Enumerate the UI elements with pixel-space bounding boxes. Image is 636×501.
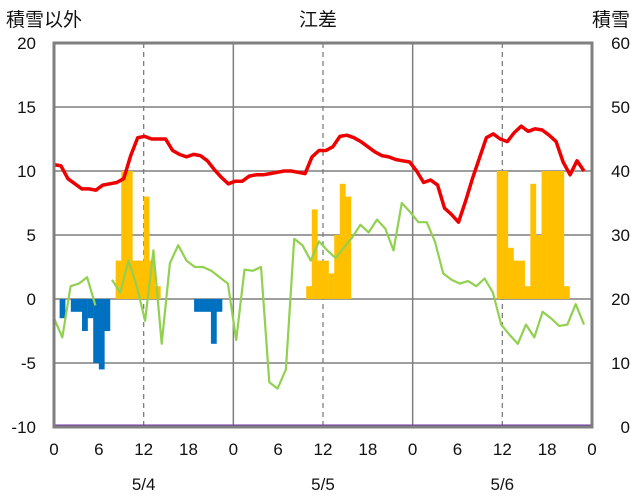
grid — [54, 42, 592, 428]
y-right-tick-label: 40 — [611, 162, 630, 181]
neg-bar-27 — [205, 299, 212, 312]
precip-bar-52 — [345, 196, 352, 299]
ylabel-left: 積雪以外 — [6, 9, 82, 31]
precip-bar-80 — [502, 171, 509, 299]
day-label: 5/5 — [311, 475, 335, 494]
precip-bar-89 — [552, 171, 559, 299]
precip-bar-47 — [317, 260, 324, 299]
x-tick-label: 18 — [179, 440, 198, 459]
precip-bar-45 — [306, 286, 312, 299]
precip-bar-12 — [121, 171, 128, 299]
precip-bar-91 — [563, 286, 570, 299]
neg-bar-25 — [194, 299, 200, 312]
precip-bar-88 — [547, 171, 553, 299]
day-label: 5/4 — [132, 475, 156, 494]
plot-border — [52, 41, 594, 429]
precip-bar-84 — [524, 286, 531, 299]
x-tick-label: 0 — [587, 440, 596, 459]
precip-bar-50 — [334, 235, 341, 299]
precip-bar-51 — [339, 183, 346, 299]
precip-bar-85 — [530, 183, 537, 299]
precip-bar-82 — [513, 260, 520, 299]
y-right-tick-label: 60 — [611, 34, 630, 53]
neg-bar-6 — [87, 299, 94, 319]
y-left-tick-label: -10 — [11, 418, 36, 437]
x-tick-label: 6 — [453, 440, 462, 459]
precip-bar-11 — [115, 260, 122, 299]
y-left-tick-label: 5 — [27, 226, 36, 245]
y-right-tick-label: 30 — [611, 226, 630, 245]
precip-bar-81 — [507, 247, 514, 299]
precip-bar-87 — [541, 171, 548, 299]
neg-bar-8 — [98, 299, 105, 370]
precip-bar-46 — [311, 209, 318, 299]
x-tick-label: 6 — [273, 440, 282, 459]
x-tick-label: 0 — [49, 440, 58, 459]
x-tick-label: 18 — [358, 440, 377, 459]
y-left-tick-label: -5 — [21, 354, 36, 373]
y-left-tick-label: 0 — [27, 290, 36, 309]
chart-title: 江差 — [299, 9, 337, 31]
neg-bar-4 — [76, 299, 83, 312]
y-left-tick-label: 10 — [17, 162, 36, 181]
precip-bar-49 — [328, 273, 335, 299]
neg-bar-5 — [82, 299, 88, 331]
neg-bar-9 — [104, 299, 111, 331]
x-tick-label: 6 — [94, 440, 103, 459]
x-tick-label: 12 — [493, 440, 512, 459]
snow-change-line — [52, 201, 586, 390]
precip-bar-16 — [143, 196, 150, 299]
neg-bar-26 — [199, 299, 206, 312]
x-tick-label: 0 — [229, 440, 238, 459]
y-left-tick-label: 20 — [17, 34, 36, 53]
ylabel-right: 積雪 — [592, 9, 630, 31]
precip-bar-79 — [496, 171, 503, 299]
precip-bar-15 — [138, 260, 144, 299]
y-right-tick-label: 10 — [611, 354, 630, 373]
bars-layer — [59, 171, 570, 370]
y-right-tick-label: 20 — [611, 290, 630, 309]
day-label: 5/6 — [491, 475, 515, 494]
x-tick-label: 0 — [408, 440, 417, 459]
neg-bar-7 — [93, 299, 100, 363]
temperature-line — [53, 124, 586, 224]
y-left-tick-label: 15 — [17, 98, 36, 117]
precip-bar-86 — [535, 235, 542, 299]
plot-frame — [52, 41, 594, 429]
y-right-tick-label: 50 — [611, 98, 630, 117]
precip-bar-83 — [519, 260, 525, 299]
x-tick-label: 12 — [314, 440, 333, 459]
precip-bar-17 — [149, 260, 156, 299]
precip-bar-90 — [558, 171, 565, 299]
x-tick-label: 18 — [538, 440, 557, 459]
neg-bar-29 — [216, 299, 223, 312]
precip-bar-13 — [126, 171, 133, 299]
x-tick-label: 12 — [134, 440, 153, 459]
neg-bar-1 — [59, 299, 66, 319]
y-right-tick-label: 0 — [621, 418, 630, 437]
neg-bar-3 — [70, 299, 77, 312]
precip-bar-48 — [323, 260, 329, 299]
neg-bar-28 — [210, 299, 217, 344]
